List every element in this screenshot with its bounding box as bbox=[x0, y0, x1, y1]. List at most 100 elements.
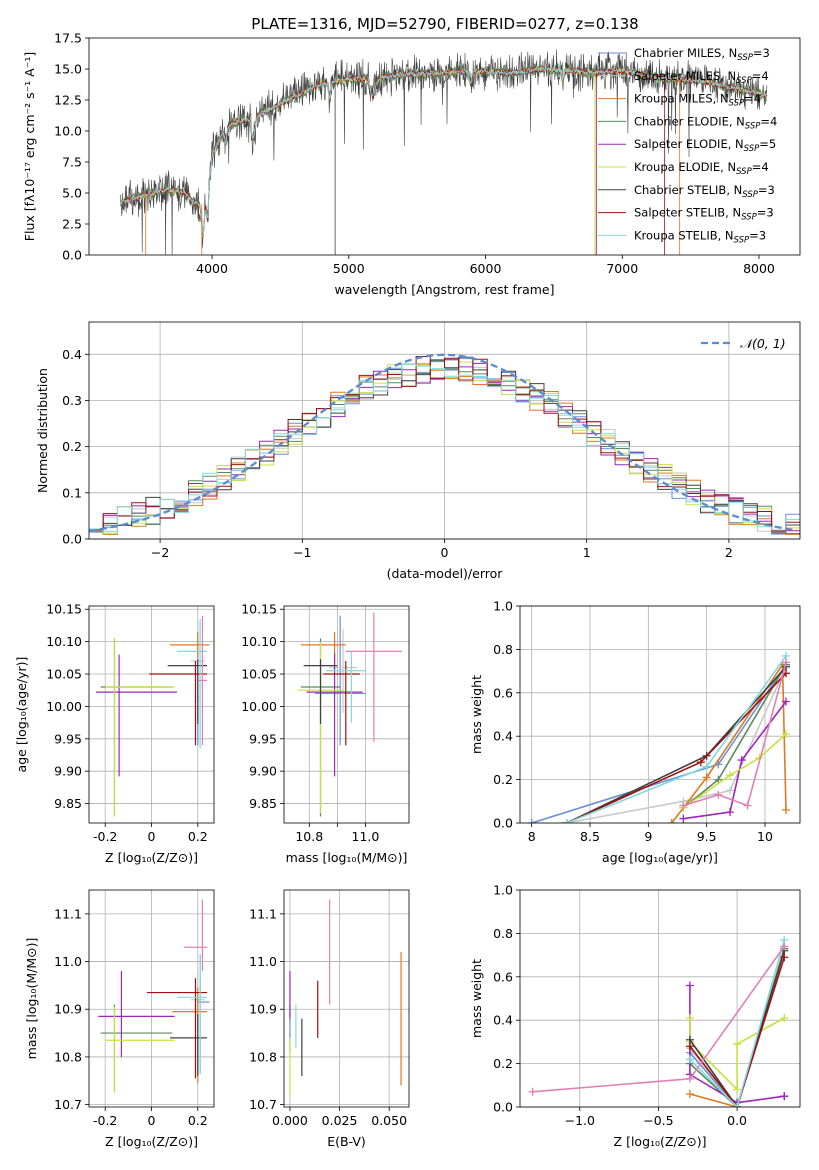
weight_vs_Z-ylabel: mass weight bbox=[469, 959, 484, 1038]
weight_vs_Z-xtick-label-2: 0.0 bbox=[727, 1113, 747, 1128]
weight_vs_age-series-extra_pink bbox=[683, 662, 787, 807]
weight_vs_Z-series-kroupa_stelib bbox=[689, 939, 786, 1107]
weight_vs_Z-marker-salpeter_elodie-0 bbox=[685, 981, 694, 990]
age_vs_Z-panel: -0.2 0 0.2 9.85 9.90 9.95 10.00 10.05 10.10 10.15… bbox=[14, 602, 215, 865]
spectrum-ytick-label-4: 10.0 bbox=[54, 124, 82, 139]
weight_vs_Z-marker-extra_pink-2 bbox=[780, 942, 789, 951]
mass_vs_ebv-xtick-label-1: 0.025 bbox=[322, 1113, 358, 1128]
spectrum-ytick-label-7: 17.5 bbox=[54, 31, 82, 46]
weight_vs_age-marker-salpeter_miles-2 bbox=[726, 786, 734, 795]
mass_vs_Z-point-8 bbox=[176, 954, 208, 1074]
mass_vs_ebv-ytick-label-0: 10.7 bbox=[249, 1097, 277, 1112]
gaussian-curve bbox=[89, 353, 798, 533]
residuals-xtick-label-2: 0 bbox=[441, 545, 449, 560]
age_vs_mass-point-8 bbox=[326, 651, 366, 723]
age_vs_Z-point-4 bbox=[95, 654, 177, 777]
spectrum-xlabel: wavelength [Angstrom, rest frame] bbox=[334, 282, 554, 297]
mass_vs_Z-xlabel: Z [log₁₀(Z/Z⊙)] bbox=[105, 1134, 198, 1149]
age_vs_mass-ytick-label-4: 10.05 bbox=[241, 667, 277, 682]
weight_vs_age-series-salpeter_elodie bbox=[683, 701, 787, 820]
age_vs_Z-xtick-label-2: 0.2 bbox=[188, 829, 208, 844]
mass_vs_ebv-plot-area bbox=[289, 899, 402, 1096]
weight_vs_age-xlabel: age [log₁₀(age/yr)] bbox=[602, 850, 718, 865]
weight_vs_age-frame bbox=[519, 605, 801, 824]
age_vs_mass-plot-area bbox=[298, 612, 402, 817]
weight_vs_Z-marker-kroupa_stelib-0 bbox=[685, 1055, 694, 1064]
weight_vs_age-marker-extra_pink-3 bbox=[782, 658, 790, 667]
residuals-xlabel: (data-model)/error bbox=[387, 566, 504, 581]
age_vs_Z-xtick-label-1: 0 bbox=[148, 829, 156, 844]
age_vs_mass-xlabel: mass [log₁₀(M/M⊙)] bbox=[286, 850, 408, 865]
mass_vs_Z-ytick-label-4: 11.1 bbox=[54, 906, 82, 921]
mass_vs_ebv-ytick-label-2: 10.9 bbox=[249, 1002, 277, 1017]
spectrum-panel: 4000 5000 6000 7000 8000 0.0 2.5 5.0 7.5 10.0 12.5… bbox=[22, 31, 801, 297]
age_vs_mass-ytick-label-6: 10.15 bbox=[241, 602, 277, 617]
weight_vs_age-series-salpeter_miles bbox=[566, 666, 787, 823]
weight_vs_age-ytick-label-4: 0.8 bbox=[493, 642, 513, 657]
mass_vs_Z-ytick-label-3: 11.0 bbox=[54, 954, 82, 969]
legend-label-salpeter_miles: Salpeter MILES, NSSP=4 bbox=[634, 69, 769, 86]
spectrum-ytick-label-1: 2.5 bbox=[62, 217, 82, 232]
weight_vs_Z-marker-salpeter_stelib-2 bbox=[780, 953, 789, 962]
weight_vs_Z-marker-kroupa_elodie-0 bbox=[685, 1014, 694, 1023]
age_vs_Z-ytick-label-4: 10.05 bbox=[46, 667, 82, 682]
mass_vs_Z-xtick-label-2: 0.2 bbox=[188, 1113, 208, 1128]
weight_vs_age-plot-area bbox=[527, 651, 790, 823]
mass_vs_ebv-xtick-label-2: 0.050 bbox=[371, 1113, 407, 1128]
age_vs_mass-point-9 bbox=[345, 612, 402, 743]
weight_vs_age-marker-kroupa_stelib-0 bbox=[562, 819, 571, 823]
weight_vs_age-xtick-label-4: 10 bbox=[757, 829, 773, 844]
mass_vs_ebv-frame bbox=[283, 889, 410, 1108]
age_vs_mass-xtick-label-2: 11.0 bbox=[352, 829, 380, 844]
weight_vs_Z-ytick-label-5: 1.0 bbox=[493, 883, 513, 898]
spectrum-xtick-label-3: 7000 bbox=[606, 261, 638, 276]
age_vs_mass-ytick-label-2: 9.95 bbox=[249, 731, 277, 746]
residuals-xtick-label-3: 1 bbox=[583, 545, 591, 560]
weight_vs_age-marker-salpeter_elodie-1 bbox=[726, 808, 734, 817]
spectrum-frame bbox=[88, 37, 801, 256]
age_vs_mass-point-7 bbox=[323, 661, 360, 746]
mass_vs_Z-panel: -0.2 0 0.2 10.7 10.8 10.9 11.0 11.1 Z [log₁₀(Z/Z… bbox=[24, 889, 215, 1149]
spectrum-xtick-label-2: 6000 bbox=[470, 261, 502, 276]
mass_vs_ebv-panel: 0.000 0.025 0.050 10.7 10.8 10.9 11.0 11.1 E(B-V… bbox=[249, 889, 410, 1149]
legend-label-salpeter_elodie: Salpeter ELODIE, NSSP=5 bbox=[634, 137, 776, 154]
weight_vs_age-marker-chabrier_miles-0 bbox=[527, 819, 536, 823]
spectrum-plot-area bbox=[120, 49, 768, 255]
age_vs_mass-ytick-label-3: 10.00 bbox=[241, 699, 277, 714]
weight_vs_age-ytick-label-5: 1.0 bbox=[493, 599, 513, 614]
age_vs_Z-ytick-label-2: 9.95 bbox=[54, 731, 82, 746]
mass_vs_Z-plot-area bbox=[98, 899, 210, 1093]
residuals-panel: −2 −1 0 1 2 0.0 0.1 0.2 0.3 0.4 (data-model)/error… bbox=[35, 321, 801, 581]
spectrum-xtick-label-0: 4000 bbox=[196, 261, 228, 276]
residuals-ytick-label-2: 0.2 bbox=[62, 439, 82, 454]
residuals-ytick-label-0: 0.0 bbox=[62, 532, 82, 547]
age_vs_mass-xtick-label-0: 10.8 bbox=[295, 829, 323, 844]
age_vs_mass-point-0 bbox=[314, 615, 366, 746]
weight_vs_age-ylabel: mass weight bbox=[469, 675, 484, 754]
mass_vs_Z-ylabel: mass [log₁₀(M/M⊙)] bbox=[24, 938, 39, 1060]
weight_vs_Z-ytick-label-3: 0.6 bbox=[493, 969, 513, 984]
weight_vs_Z-marker-salpeter_elodie-4 bbox=[780, 1092, 789, 1101]
mass_vs_ebv-xlabel: E(B-V) bbox=[327, 1134, 366, 1149]
age_vs_Z-point-7 bbox=[149, 661, 208, 746]
weight_vs_age-marker-kroupa_miles-3 bbox=[782, 805, 790, 814]
weight_vs_Z-xlabel: Z [log₁₀(Z/Z⊙)] bbox=[614, 1134, 707, 1149]
weight_vs_age-marker-extra_pink-0 bbox=[679, 801, 688, 810]
weight_vs_age-ytick-label-1: 0.2 bbox=[493, 772, 513, 787]
weight_vs_age-marker-kroupa_elodie-3 bbox=[782, 730, 790, 739]
weight_vs_age-marker-extra_pink-1 bbox=[714, 790, 723, 799]
age_vs_Z-xlabel: Z [log₁₀(Z/Z⊙)] bbox=[105, 850, 198, 865]
age_vs_Z-ylabel: age [log₁₀(age/yr)] bbox=[14, 657, 29, 773]
residuals-ytick-label-4: 0.4 bbox=[62, 347, 82, 362]
weight_vs_age-ytick-label-2: 0.4 bbox=[493, 729, 513, 744]
weight_vs_Z-series-chabrier_stelib bbox=[689, 950, 786, 1107]
spectrum-ytick-label-6: 15.0 bbox=[54, 62, 82, 77]
age_vs_Z-ytick-label-1: 9.90 bbox=[54, 764, 82, 779]
mass_vs_Z-frame bbox=[88, 889, 215, 1108]
mass_vs_Z-point-7 bbox=[146, 978, 208, 1079]
weight_vs_Z-series-salpeter_stelib bbox=[689, 957, 786, 1107]
mass_vs_ebv-ytick-label-3: 11.0 bbox=[249, 954, 277, 969]
weight_vs_Z-xtick-label-0: −1.0 bbox=[565, 1113, 595, 1128]
mass_vs_ebv-ytick-label-4: 11.1 bbox=[249, 906, 277, 921]
